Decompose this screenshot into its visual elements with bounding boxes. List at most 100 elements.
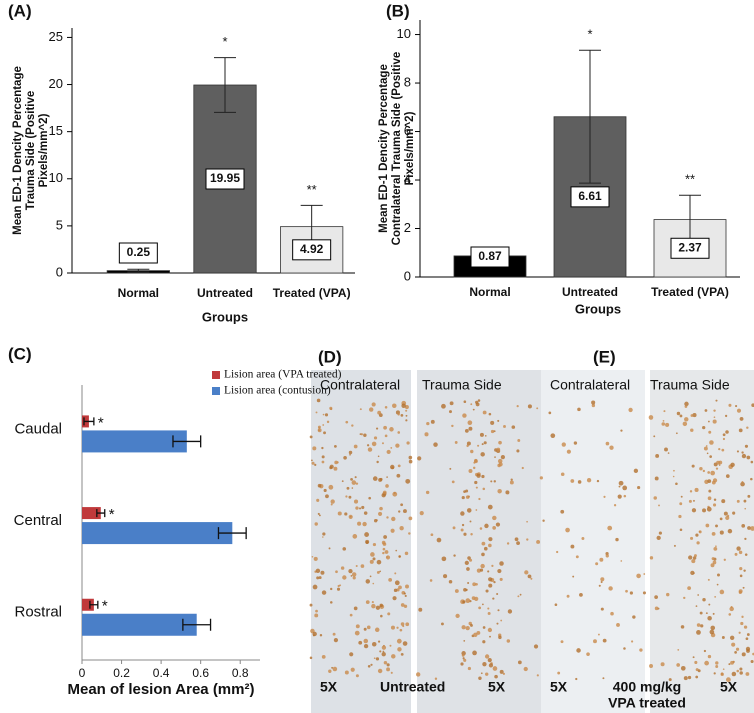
stain-dot xyxy=(488,543,492,548)
stain-dot xyxy=(600,607,604,611)
stain-dot xyxy=(352,534,358,539)
stain-dot xyxy=(451,480,455,484)
stain-dot xyxy=(399,526,404,531)
stain-dot xyxy=(376,427,379,430)
stain-dot xyxy=(482,487,486,491)
stain-dot xyxy=(496,622,499,625)
stain-dot xyxy=(724,414,728,418)
stain-dot xyxy=(387,612,391,616)
stain-dot xyxy=(729,635,735,640)
stain-dot xyxy=(400,622,405,626)
y-tick-label: 20 xyxy=(49,76,63,91)
stain-dot xyxy=(332,632,336,636)
stain-dot xyxy=(495,522,501,527)
stain-dot xyxy=(461,523,465,527)
stain-dot xyxy=(510,478,513,481)
stain-dot xyxy=(665,422,670,427)
stain-dot xyxy=(386,516,389,519)
stain-dot xyxy=(725,515,730,521)
stain-dot xyxy=(490,480,493,483)
stain-dot xyxy=(610,611,614,616)
stain-dot xyxy=(366,444,370,447)
x-tick-label: 0.8 xyxy=(232,666,249,680)
stain-dot xyxy=(359,433,362,436)
stain-dot xyxy=(403,509,407,514)
stain-dot xyxy=(317,512,320,515)
stain-dot xyxy=(441,556,447,562)
stain-dot xyxy=(707,471,711,474)
stain-dot xyxy=(334,444,337,448)
stain-dot xyxy=(599,557,604,562)
stain-dot xyxy=(321,455,325,459)
caption: 5X xyxy=(488,679,506,695)
x-tick-label: Untreated xyxy=(197,286,253,300)
y-axis-label: Pixels/mm^2) xyxy=(38,113,50,187)
stain-dot xyxy=(675,432,678,435)
caption: VPA treated xyxy=(608,695,686,711)
stain-dot xyxy=(517,439,521,442)
stain-dot xyxy=(488,412,492,416)
stain-dot xyxy=(324,413,329,417)
stain-dot xyxy=(713,416,716,419)
stain-dot xyxy=(496,593,499,596)
stain-dot xyxy=(351,480,357,485)
stain-dot xyxy=(322,413,325,416)
stain-dot xyxy=(687,675,692,680)
stain-dot xyxy=(453,554,456,557)
stain-dot xyxy=(696,541,700,545)
stain-dot xyxy=(386,476,388,478)
stain-dot xyxy=(430,533,434,537)
stain-dot xyxy=(460,662,464,666)
stain-dot xyxy=(688,555,693,560)
stain-dot xyxy=(467,582,470,585)
stain-dot xyxy=(629,591,633,595)
stain-dot xyxy=(367,665,371,668)
stain-dot xyxy=(706,452,709,455)
stain-dot xyxy=(715,545,717,548)
stain-dot xyxy=(466,508,472,513)
stain-dot xyxy=(488,537,493,542)
stain-dot xyxy=(330,587,333,591)
stain-dot xyxy=(309,435,313,439)
stain-dot xyxy=(662,419,665,422)
stain-dot xyxy=(557,671,561,675)
stain-dot xyxy=(430,419,435,424)
caption: 5X xyxy=(720,679,738,695)
stain-dot xyxy=(683,676,688,681)
error-bar xyxy=(83,417,95,426)
stain-dot xyxy=(696,629,701,635)
stain-dot xyxy=(403,604,408,608)
stain-dot xyxy=(468,469,473,474)
stain-dot xyxy=(408,455,413,460)
y-tick-label: 0 xyxy=(56,264,63,279)
stain-dot xyxy=(586,478,592,483)
stain-dot xyxy=(526,538,529,541)
stain-dot xyxy=(368,496,372,500)
bar xyxy=(82,430,187,453)
stain-dot xyxy=(481,552,485,557)
stain-dot xyxy=(489,635,491,638)
stain-dot xyxy=(642,591,646,595)
stain-dot xyxy=(396,638,402,644)
stain-dot xyxy=(736,499,740,503)
stain-dot xyxy=(745,672,750,676)
stain-dot xyxy=(511,425,516,429)
stain-dot xyxy=(705,445,708,447)
value-label: 6.61 xyxy=(578,189,602,203)
stain-dot xyxy=(481,541,486,546)
stain-dot xyxy=(389,427,394,432)
stain-dot xyxy=(328,484,334,490)
stain-dot xyxy=(654,606,659,611)
stain-dot xyxy=(346,486,350,490)
stain-dot xyxy=(381,442,384,445)
stain-dot xyxy=(381,645,387,650)
stain-dot xyxy=(397,413,400,416)
stain-dot xyxy=(633,468,639,473)
stain-dot xyxy=(328,547,331,550)
stain-dot xyxy=(309,603,313,607)
stain-dot xyxy=(722,437,726,441)
stain-dot xyxy=(382,551,385,555)
caption: 400 mg/kg xyxy=(613,679,681,695)
stain-dot xyxy=(405,409,408,412)
stain-dot xyxy=(476,568,481,573)
